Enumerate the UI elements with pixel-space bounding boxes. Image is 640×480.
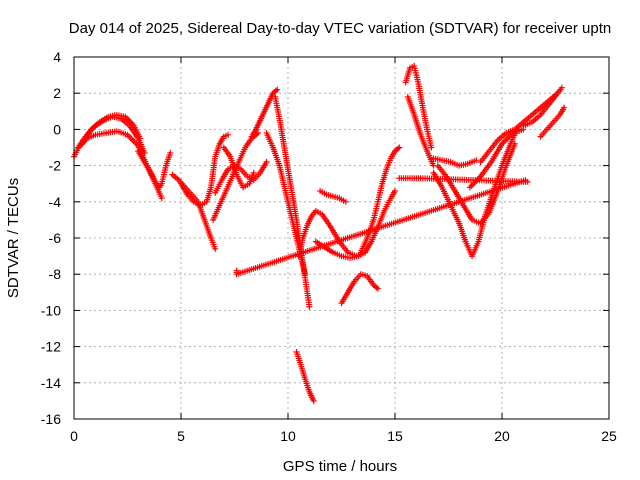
point-s17-27	[374, 285, 381, 292]
x-tick-label-4: 20	[494, 428, 510, 444]
point-s16-12	[342, 198, 349, 205]
series-s3	[79, 111, 144, 147]
series-s26	[520, 84, 565, 129]
y-tick-label-4: -8	[49, 266, 62, 282]
x-tick-label-3: 15	[387, 428, 403, 444]
y-tick-label-7: -2	[49, 158, 62, 174]
point-s27-16	[561, 104, 568, 111]
ticks-layer: 0 5 10 15 20 25 -16 -14 -12 -10 -8 -6 -4 -2 0 2 4	[41, 49, 617, 444]
y-tick-label-1: -14	[41, 375, 61, 391]
point-s26-24	[558, 84, 565, 91]
series-s14	[293, 349, 317, 404]
point-s28-200	[396, 175, 403, 182]
series-s17	[338, 271, 381, 307]
point-s3-38	[137, 135, 144, 142]
series-s18	[357, 144, 403, 256]
y-tick-label-0: -16	[41, 411, 61, 427]
point-s19-46	[428, 144, 435, 151]
y-axis-label: SDTVAR / TECUs	[5, 178, 22, 298]
y-tick-label-2: -12	[41, 339, 61, 355]
point-s12-68	[302, 271, 309, 278]
y-tick-label-10: 4	[53, 49, 61, 65]
point-s6-49	[225, 131, 232, 138]
series-s20	[404, 93, 437, 169]
series-s4	[135, 148, 174, 191]
series-s9	[220, 144, 257, 191]
x-tick-label-2: 10	[280, 428, 296, 444]
series-s8	[212, 158, 270, 196]
chart-title: Day 014 of 2025, Sidereal Day-to-day VTE…	[69, 20, 611, 37]
y-tick-label-8: 0	[53, 121, 61, 137]
series-s19	[402, 63, 435, 151]
point-s15-56	[392, 187, 398, 194]
x-tick-label-5: 25	[601, 428, 617, 444]
point-s23-74	[511, 140, 518, 147]
series-s10	[248, 86, 281, 140]
point-s10-27	[274, 86, 281, 93]
x-tick-label-0: 0	[70, 428, 78, 444]
series-s28	[233, 175, 531, 278]
point-s8-35	[263, 158, 270, 165]
point-s4-36	[167, 149, 174, 156]
point-s11-97	[306, 303, 313, 310]
x-axis-label: GPS time / hours	[283, 458, 397, 475]
point-s21-20	[473, 157, 480, 164]
y-tick-label-6: -4	[49, 194, 62, 210]
series-s21	[430, 155, 480, 169]
point-s5-39	[212, 245, 219, 252]
data-layer	[71, 63, 568, 404]
point-s2-58	[158, 195, 165, 202]
y-tick-label-9: 2	[53, 85, 61, 101]
series-s27	[537, 104, 568, 140]
point-s18-51	[396, 144, 403, 151]
x-tick-label-1: 5	[177, 428, 185, 444]
point-s14-24	[310, 397, 317, 404]
y-tick-label-3: -10	[41, 302, 61, 318]
point-s9-28	[250, 169, 257, 176]
y-tick-label-5: -6	[49, 230, 62, 246]
series-s16	[317, 187, 349, 205]
series-s6	[178, 131, 232, 209]
